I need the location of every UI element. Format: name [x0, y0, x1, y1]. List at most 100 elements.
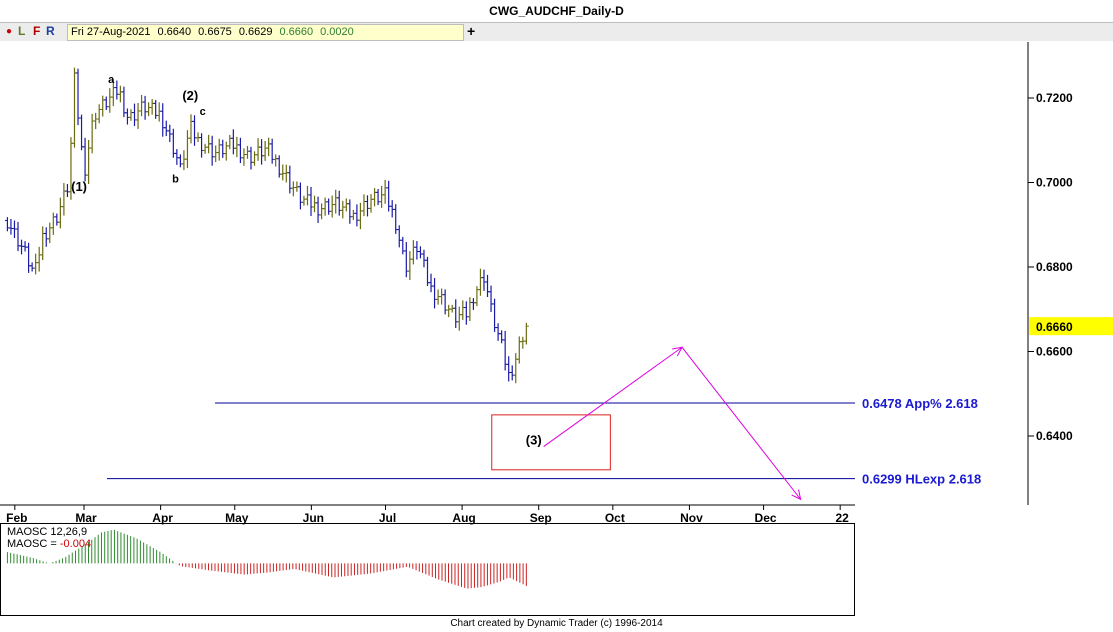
- price-bar: [223, 141, 229, 161]
- projection-arrowhead: [672, 346, 683, 357]
- target-level-label: 0.6478 App% 2.618: [862, 396, 978, 411]
- price-bar: [192, 115, 198, 146]
- price-bar: [460, 300, 466, 320]
- price-bar: [149, 99, 155, 115]
- price-bar: [252, 151, 258, 166]
- price-bar: [184, 130, 190, 169]
- price-bar: [283, 164, 289, 183]
- price-bar: [227, 134, 233, 150]
- price-bar: [50, 212, 56, 235]
- price-bar: [372, 188, 378, 207]
- price-bar: [241, 148, 247, 166]
- price-bar: [26, 242, 32, 273]
- price-bar: [410, 240, 416, 265]
- price-bar: [516, 336, 522, 364]
- price-bar: [308, 186, 314, 216]
- ohlc-date: Fri 27-Aug-2021: [71, 26, 151, 38]
- price-bar: [117, 85, 123, 103]
- oscillator-panel: [0, 523, 855, 616]
- price-bar: [520, 336, 526, 349]
- ohlc-open: 0.6640: [157, 26, 192, 38]
- record-dot-icon[interactable]: ●: [6, 26, 13, 37]
- chart-window-title: CWG_AUDCHF_Daily-D: [0, 0, 1113, 23]
- price-bar: [315, 196, 321, 223]
- price-bar: [199, 133, 205, 158]
- price-bar: [188, 114, 194, 144]
- price-bar: [414, 241, 420, 260]
- toolbar-r-button[interactable]: R: [46, 24, 55, 38]
- x-tick-label: Feb: [6, 511, 27, 525]
- x-tick-label: May: [225, 511, 249, 525]
- price-bar: [350, 209, 356, 221]
- price-bar: [163, 120, 169, 137]
- price-bar: [463, 301, 469, 325]
- price-bar: [139, 94, 145, 117]
- toolbar-l-button[interactable]: L: [18, 24, 26, 38]
- price-bar: [477, 268, 483, 296]
- price-bar: [269, 138, 275, 164]
- price-bar: [357, 202, 363, 230]
- price-bar: [481, 269, 487, 291]
- y-tick-label: 0.7000: [1036, 176, 1073, 190]
- price-bar: [128, 109, 134, 121]
- price-bar: [304, 185, 310, 206]
- price-bar: [216, 138, 222, 161]
- price-bar: [75, 68, 81, 126]
- y-tick-label: 0.6800: [1036, 260, 1073, 274]
- x-tick-label: Mar: [75, 511, 97, 525]
- price-bar: [389, 200, 395, 218]
- price-bar: [248, 146, 254, 170]
- price-bar: [259, 139, 265, 165]
- price-bar: [220, 139, 226, 158]
- projection-arrowhead: [791, 489, 802, 501]
- x-tick-label: Nov: [680, 511, 703, 525]
- price-bar: [407, 251, 413, 281]
- toolbar-f-button[interactable]: F: [33, 24, 41, 38]
- price-bar: [29, 262, 35, 272]
- wave-label-a: a: [108, 74, 115, 86]
- price-bar: [488, 285, 494, 312]
- price-bar: [364, 195, 370, 217]
- price-bar: [495, 323, 501, 341]
- price-bar: [499, 330, 505, 344]
- price-bar: [15, 221, 21, 252]
- oscillator-title: MAOSC 12,26,9: [7, 526, 87, 538]
- y-tick-label: 0.6400: [1036, 429, 1073, 443]
- price-bar: [181, 150, 187, 171]
- price-bar: [456, 306, 462, 331]
- price-bar: [336, 190, 342, 216]
- price-bar: [167, 124, 173, 143]
- projection-path: [543, 346, 802, 500]
- price-bar: [160, 103, 166, 137]
- price-bar: [174, 149, 180, 165]
- wave-label-c: c: [200, 106, 206, 118]
- price-bar: [287, 165, 293, 194]
- price-bar: [425, 256, 430, 287]
- price-bar: [379, 185, 385, 208]
- price-bar: [322, 197, 328, 216]
- oscillator-value: -0.004: [60, 538, 91, 550]
- price-bar: [86, 140, 92, 185]
- x-tick-label: Jul: [379, 511, 396, 525]
- ohlc-high: 0.6675: [198, 26, 232, 38]
- price-bar: [343, 198, 349, 212]
- price-bar: [79, 114, 85, 151]
- price-bar: [19, 239, 25, 255]
- price-bar: [153, 99, 159, 119]
- add-plus-icon[interactable]: +: [467, 23, 476, 39]
- y-tick-label: 0.7200: [1036, 91, 1073, 105]
- price-bar: [329, 195, 335, 218]
- price-bar: [177, 154, 183, 168]
- price-bar: [523, 322, 529, 345]
- price-bar: [432, 278, 438, 309]
- price-bar: [446, 304, 452, 318]
- price-bar: [319, 203, 325, 220]
- price-bar: [417, 246, 423, 259]
- last-price-highlight: [1029, 317, 1113, 336]
- price-bar: [57, 197, 63, 229]
- price-bar: [202, 143, 208, 154]
- wave-label-3: (3): [526, 432, 542, 447]
- ohlc-close: 0.6660: [279, 26, 314, 38]
- price-bar: [403, 241, 409, 278]
